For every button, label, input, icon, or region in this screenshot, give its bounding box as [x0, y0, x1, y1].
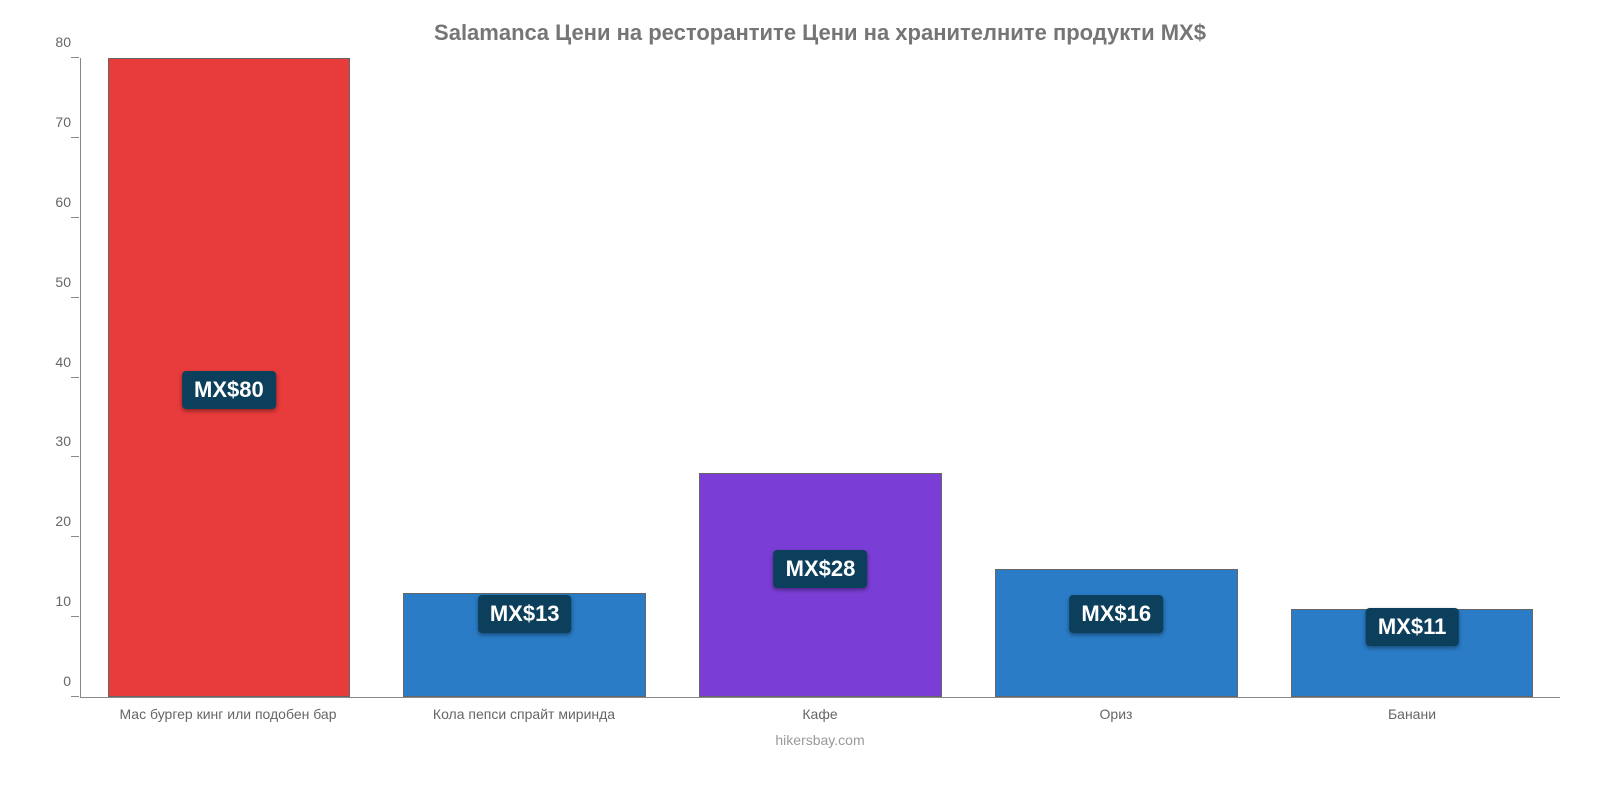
chart-footer: hikersbay.com	[80, 732, 1560, 748]
bar-slot: MX$16	[968, 58, 1264, 697]
y-tick	[71, 377, 79, 378]
y-tick-label: 70	[31, 114, 71, 130]
x-axis-label: Кола пепси спрайт миринда	[376, 706, 672, 722]
y-tick-label: 50	[31, 274, 71, 290]
value-badge: MX$16	[1069, 595, 1163, 633]
value-badge: MX$80	[182, 371, 276, 409]
bar-slot: MX$80	[81, 58, 377, 697]
y-tick	[71, 137, 79, 138]
x-axis-labels: Мас бургер кинг или подобен барКола пепс…	[80, 706, 1560, 722]
price-bar-chart: Salamanca Цени на ресторантите Цени на х…	[0, 0, 1600, 800]
x-axis-label: Кафе	[672, 706, 968, 722]
y-tick	[71, 456, 79, 457]
y-tick	[71, 297, 79, 298]
bar-slot: MX$11	[1264, 58, 1560, 697]
y-tick-label: 10	[31, 593, 71, 609]
bar-slot: MX$28	[673, 58, 969, 697]
y-tick-label: 60	[31, 194, 71, 210]
y-tick	[71, 57, 79, 58]
bar-slot: MX$13	[377, 58, 673, 697]
bars-container: MX$80 MX$13 MX$28 MX$16 MX$11	[81, 58, 1560, 697]
y-tick	[71, 217, 79, 218]
y-tick-label: 40	[31, 354, 71, 370]
value-badge: MX$13	[478, 595, 572, 633]
x-axis-label: Ориз	[968, 706, 1264, 722]
value-badge: MX$11	[1366, 608, 1459, 646]
y-tick-label: 0	[31, 673, 71, 689]
y-tick	[71, 616, 79, 617]
x-axis-label: Мас бургер кинг или подобен бар	[80, 706, 376, 722]
plot-area: MX$80MX$13MX$28MX$16MX$11 01020304050607…	[80, 58, 1560, 698]
y-tick-label: 80	[31, 34, 71, 50]
x-axis-label: Банани	[1264, 706, 1560, 722]
value-badge: MX$28	[774, 550, 868, 588]
y-tick	[71, 536, 79, 537]
y-tick-label: 20	[31, 513, 71, 529]
y-tick	[71, 696, 79, 697]
chart-title: Salamanca Цени на ресторантите Цени на х…	[80, 20, 1560, 46]
y-tick-label: 30	[31, 433, 71, 449]
